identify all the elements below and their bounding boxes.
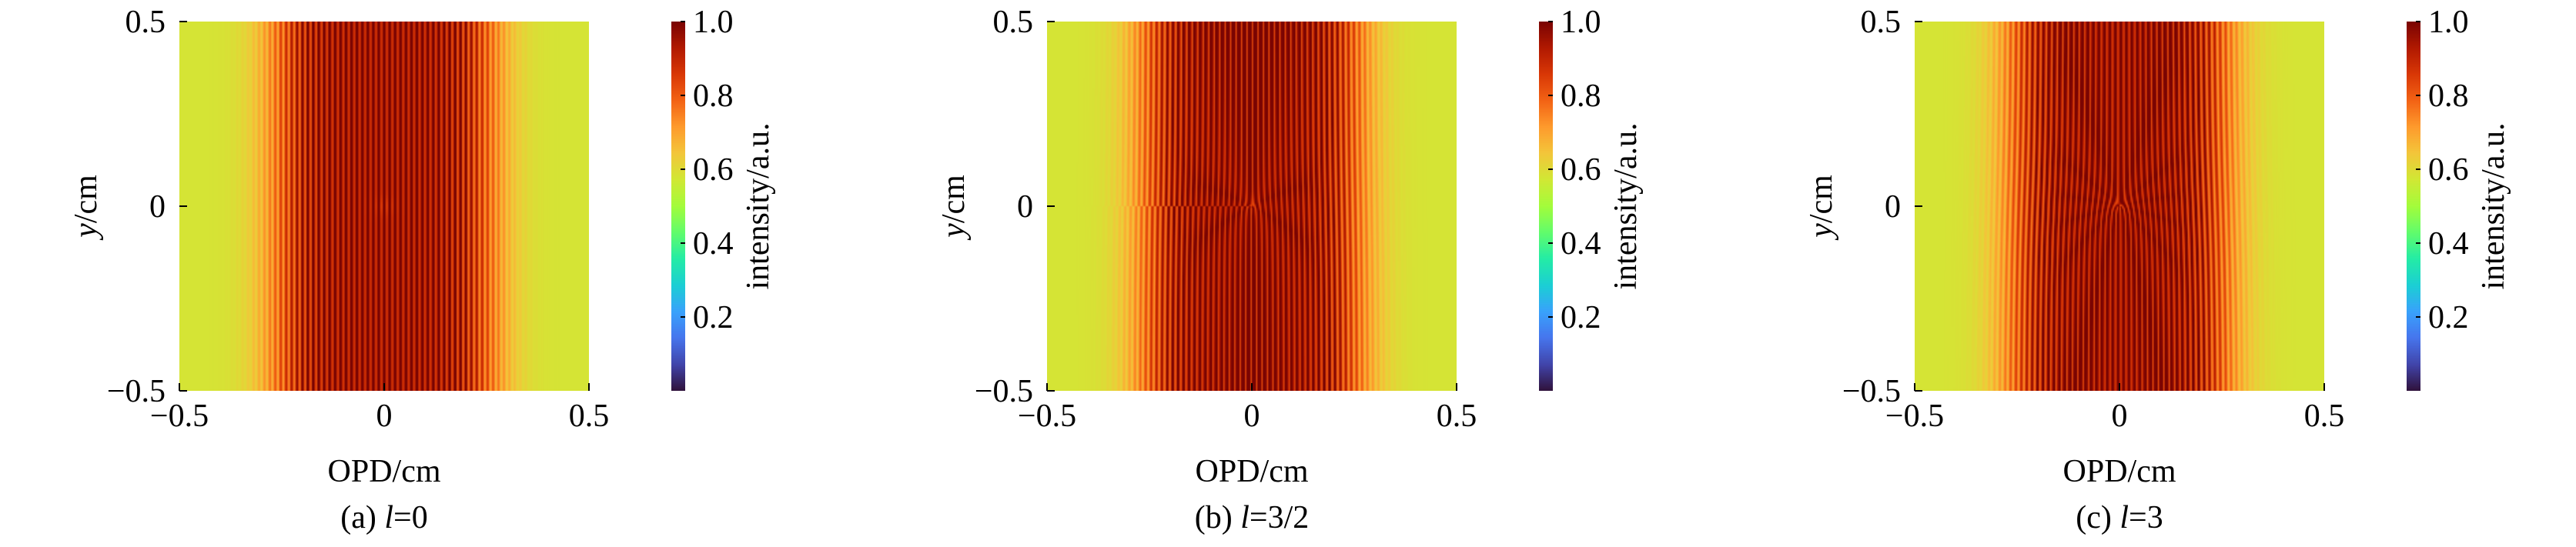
y-tick-label: 0 (1017, 189, 1033, 225)
colorbar-tick-label: 0.6 (693, 152, 734, 188)
panel-caption: (a) l=0 (340, 500, 427, 535)
x-tick-label: 0 (2112, 399, 2128, 434)
colorbar-tick-label: 0.6 (1561, 152, 1601, 188)
colorbar-label: intensity/a.u. (2476, 123, 2511, 290)
x-axis-label: OPD/cm (328, 454, 441, 489)
x-tick-label: −0.5 (150, 399, 209, 434)
x-tick-label: 0.5 (1437, 399, 1477, 434)
x-tick-label: 0.5 (569, 399, 610, 434)
colorbar-tick-label: 0.2 (1561, 300, 1601, 335)
x-tick-label: −0.5 (1885, 399, 1944, 434)
y-axis-label: y/cm (69, 175, 104, 241)
y-tick-label: 0.5 (1861, 5, 1902, 40)
panel-1: −0.5 0 0.5 −0.5 0 0.5 OPD/cm y/cm (a) l=0 0.2 0.4 0… (69, 5, 776, 535)
colorbar-tick-label: 0.2 (2428, 300, 2469, 335)
heatmap-image (179, 22, 589, 391)
y-tick-label: 0.5 (125, 5, 166, 40)
colorbar-tick-label: 1.0 (2428, 5, 2469, 40)
colorbar-tick-label: 0.4 (1561, 226, 1601, 262)
y-tick-label: 0.5 (993, 5, 1034, 40)
colorbar (1539, 22, 1553, 391)
colorbar-label: intensity/a.u. (741, 123, 776, 290)
colorbar-tick-label: 0.8 (693, 78, 734, 114)
colorbar-tick-label: 0.6 (2428, 152, 2469, 188)
y-tick-label: −0.5 (1842, 374, 1901, 409)
y-axis-label: y/cm (936, 175, 972, 241)
panel-3: −0.5 0 0.5 −0.5 0 0.5 OPD/cm y/cm (c) l=3 0.2 0.4 0… (1804, 5, 2511, 535)
colorbar-tick-label: 0.2 (693, 300, 734, 335)
colorbar-tick-label: 0.8 (2428, 78, 2469, 114)
colorbar-tick-label: 1.0 (1561, 5, 1601, 40)
y-tick-label: −0.5 (107, 374, 166, 409)
heatmap-image (1915, 22, 2324, 391)
y-tick-label: 0 (1885, 189, 1901, 225)
colorbar-label: intensity/a.u. (1608, 123, 1644, 290)
panel-caption: (b) l=3/2 (1195, 500, 1310, 535)
y-tick-label: 0 (149, 189, 166, 225)
x-tick-label: 0 (1244, 399, 1260, 434)
x-axis-label: OPD/cm (1196, 454, 1309, 489)
colorbar-tick-label: 0.4 (693, 226, 734, 262)
y-tick-label: −0.5 (975, 374, 1033, 409)
colorbar-tick-label: 0.8 (1561, 78, 1601, 114)
panel-caption: (c) l=3 (2076, 500, 2163, 535)
heatmap-image (1047, 22, 1457, 391)
colorbar (671, 22, 685, 391)
y-axis-label: y/cm (1804, 175, 1839, 241)
x-axis-label: OPD/cm (2063, 454, 2176, 489)
x-tick-label: 0.5 (2304, 399, 2345, 434)
x-tick-label: 0 (376, 399, 393, 434)
panel-2: −0.5 0 0.5 −0.5 0 0.5 OPD/cm y/cm (b) l=3/2 0.2 0.… (936, 5, 1644, 535)
x-tick-label: −0.5 (1018, 399, 1076, 434)
colorbar-tick-label: 1.0 (693, 5, 734, 40)
colorbar (2407, 22, 2420, 391)
colorbar-tick-label: 0.4 (2428, 226, 2469, 262)
